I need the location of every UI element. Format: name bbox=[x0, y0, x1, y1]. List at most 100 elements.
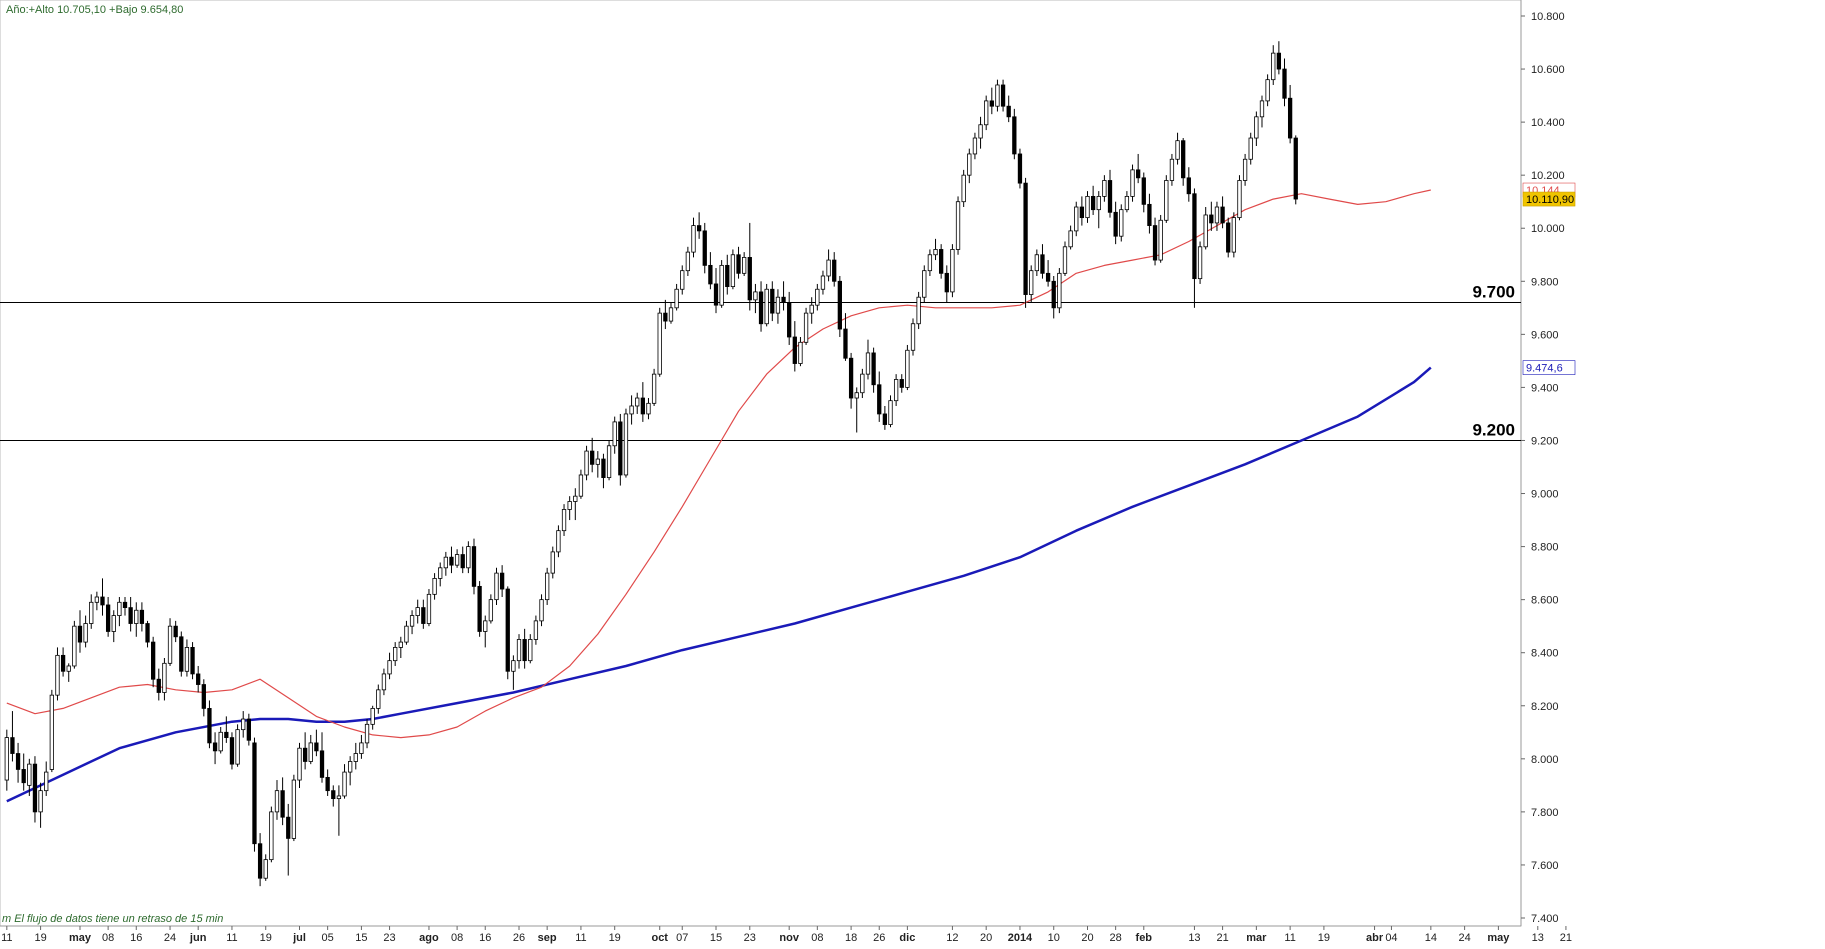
candle-body bbox=[393, 647, 398, 662]
candle-body bbox=[1192, 193, 1197, 280]
candle-body bbox=[483, 620, 488, 632]
candle-body bbox=[1175, 140, 1180, 160]
x-tick-label: 08 bbox=[451, 932, 463, 944]
candle-body bbox=[1119, 209, 1124, 237]
x-tick-label: 11 bbox=[575, 932, 586, 944]
candle-body bbox=[44, 771, 49, 792]
candle-body bbox=[1096, 195, 1101, 211]
candle-body bbox=[826, 259, 831, 277]
candle-body bbox=[1164, 180, 1169, 221]
candle-body bbox=[820, 275, 826, 290]
candle-body bbox=[1231, 217, 1236, 253]
candle-body bbox=[944, 272, 949, 293]
candle-body bbox=[274, 790, 280, 813]
candle-body bbox=[1034, 254, 1039, 272]
candle-body bbox=[1051, 280, 1056, 309]
candle-body bbox=[1276, 52, 1282, 70]
candle-body bbox=[871, 352, 876, 386]
candle-body bbox=[139, 609, 145, 624]
candle-body bbox=[387, 660, 392, 675]
y-tick-label: 8.400 bbox=[1531, 648, 1559, 660]
candle-body bbox=[151, 641, 156, 680]
x-tick-label: may bbox=[69, 932, 92, 944]
candle-body bbox=[725, 264, 730, 287]
candle-body bbox=[910, 323, 916, 351]
candle-body bbox=[691, 225, 696, 253]
candle-body bbox=[218, 731, 223, 752]
candle-body bbox=[584, 450, 589, 476]
candle-body bbox=[815, 288, 820, 306]
candle-body bbox=[1012, 116, 1017, 155]
x-tick-label: 13 bbox=[1188, 932, 1200, 944]
candle-body bbox=[865, 352, 871, 375]
candle-body bbox=[280, 790, 285, 818]
candle-body bbox=[674, 288, 679, 309]
candle-body bbox=[66, 665, 71, 672]
x-tick-label: 12 bbox=[946, 932, 958, 944]
candle-body bbox=[145, 623, 150, 643]
candle-body bbox=[229, 737, 235, 765]
candle-body bbox=[55, 654, 60, 696]
candle-body bbox=[803, 312, 809, 343]
candle-body bbox=[477, 585, 482, 632]
candle-body bbox=[257, 843, 263, 879]
y-tick-label: 9.600 bbox=[1531, 329, 1559, 341]
candle-body bbox=[1102, 180, 1107, 197]
candle-body bbox=[888, 400, 893, 425]
candle-body bbox=[753, 291, 758, 301]
candle-body bbox=[117, 601, 122, 616]
candle-body bbox=[1045, 272, 1051, 282]
candle-body bbox=[370, 708, 375, 725]
x-tick-label: 15 bbox=[710, 932, 722, 944]
x-tick-label: 24 bbox=[1458, 932, 1470, 944]
candle-body bbox=[432, 578, 437, 595]
candle-body bbox=[798, 341, 803, 364]
candle-body bbox=[1057, 272, 1062, 309]
candle-body bbox=[398, 641, 403, 648]
candle-body bbox=[38, 790, 43, 813]
candle-body bbox=[190, 647, 195, 675]
candle-body bbox=[618, 421, 623, 476]
candle-body bbox=[184, 647, 190, 672]
candle-body bbox=[1068, 230, 1073, 248]
candle-body bbox=[680, 270, 685, 290]
x-tick-label: 16 bbox=[130, 932, 142, 944]
candle-body bbox=[241, 718, 246, 731]
candle-body bbox=[1130, 169, 1135, 197]
candle-body bbox=[1259, 100, 1265, 118]
candle-body bbox=[1287, 97, 1293, 139]
candle-body bbox=[1186, 177, 1191, 195]
candle-body bbox=[1136, 169, 1141, 179]
x-tick-label: 20 bbox=[980, 932, 992, 944]
support-line-label: 9.700 bbox=[1472, 283, 1515, 302]
candle-body bbox=[657, 312, 662, 375]
x-tick-label: 21 bbox=[1560, 932, 1572, 944]
x-tick-label: 20 bbox=[1081, 932, 1093, 944]
y-tick-label: 10.400 bbox=[1531, 117, 1565, 129]
y-tick-label: 9.400 bbox=[1531, 382, 1559, 394]
x-tick-label: 24 bbox=[164, 932, 176, 944]
candle-body bbox=[235, 729, 240, 765]
candle-body bbox=[1158, 219, 1163, 261]
x-tick-label: 15 bbox=[355, 932, 367, 944]
candle-body bbox=[764, 288, 769, 325]
candle-body bbox=[122, 601, 128, 609]
candle-body bbox=[83, 623, 88, 643]
candle-body bbox=[1113, 211, 1118, 237]
candle-body bbox=[488, 599, 494, 622]
candle-body bbox=[916, 296, 921, 325]
candle-body bbox=[972, 137, 978, 155]
candle-body bbox=[747, 257, 752, 301]
candle-body bbox=[291, 779, 297, 839]
candle-body bbox=[331, 790, 336, 800]
candle-body bbox=[286, 816, 291, 839]
candle-body bbox=[978, 124, 983, 139]
candle-body bbox=[1074, 206, 1079, 232]
candle-body bbox=[314, 742, 319, 752]
data-delay-note: m El flujo de datos tiene un retraso de … bbox=[2, 913, 224, 925]
candle-body bbox=[629, 405, 634, 415]
x-tick-label: 04 bbox=[1385, 932, 1397, 944]
x-tick-label: 11 bbox=[1284, 932, 1295, 944]
candle-body bbox=[927, 254, 933, 272]
candle-body bbox=[1152, 225, 1158, 261]
